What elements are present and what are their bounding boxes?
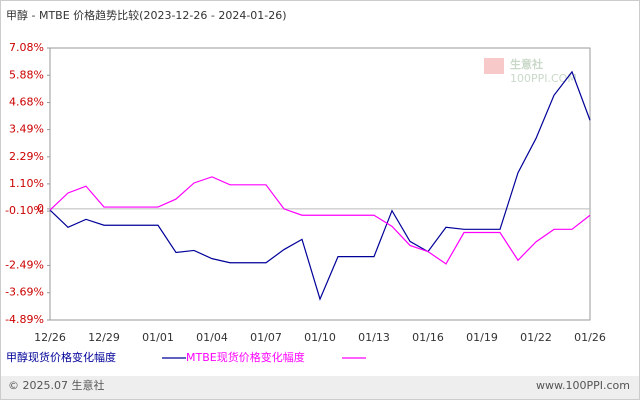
x-tick-label: 01/01 [142,331,174,344]
legend-label: 甲醇现货价格变化幅度 [6,350,116,364]
footer-bar [1,376,639,399]
series-line [49,176,591,265]
x-tick-label: 01/22 [520,331,552,344]
footer-copyright: © 2025.07 生意社 [8,378,104,392]
x-tick-label: 01/13 [358,331,390,344]
x-tick-label: 12/26 [34,331,66,344]
watermark-text: 100PPI.COM [510,72,577,85]
y-tick-label: -2.49% [5,258,44,271]
y-tick-label: -3.69% [5,286,44,299]
y-tick-label: 4.68% [9,96,44,109]
y-tick-label: 5.88% [9,68,44,81]
chart-title: 甲醇 - MTBE 价格趋势比较(2023-12-26 - 2024-01-26… [6,8,287,22]
x-tick-label: 01/04 [196,331,228,344]
y-tick-label: 7.08% [9,41,44,54]
x-tick-label: 01/10 [304,331,336,344]
watermark-icon [484,58,504,74]
y-tick-label: 0 [37,202,44,215]
x-tick-label: 01/16 [412,331,444,344]
y-tick-label: -4.89% [5,313,44,326]
y-tick-label: 3.49% [9,123,44,136]
x-tick-label: 01/19 [466,331,498,344]
legend-label: MTBE现货价格变化幅度 [186,350,305,364]
y-tick-label: 1.10% [9,177,44,190]
x-tick-label: 01/07 [250,331,282,344]
watermark: 生意社 100PPI.COM [484,57,577,85]
series-line [49,70,591,301]
x-tick-label: 01/26 [574,331,606,344]
footer-site: www.100PPI.com [536,379,630,392]
y-tick-label: -0.10% [5,204,44,217]
watermark-text: 生意社 [510,57,543,71]
x-tick-label: 12/29 [88,331,120,344]
y-tick-label: 2.29% [9,150,44,163]
